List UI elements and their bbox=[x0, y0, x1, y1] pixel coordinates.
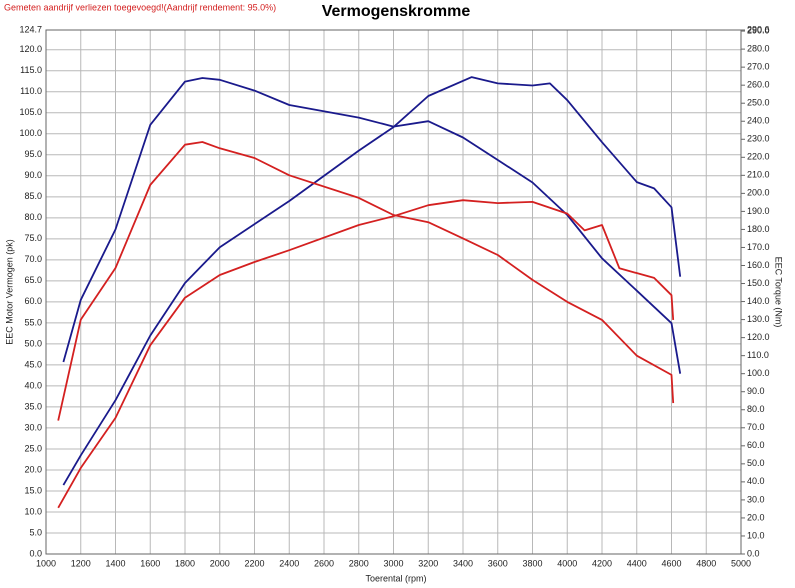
y-tick-label: 5.0 bbox=[29, 527, 42, 537]
y-axis-title: EEC Motor Vermogen (pk) bbox=[4, 239, 14, 345]
y-tick-label: 85.0 bbox=[24, 191, 42, 201]
x-tick-label: 4200 bbox=[592, 558, 612, 568]
y2-tick-label: 20.0 bbox=[747, 512, 765, 522]
y-tick-label: 10.0 bbox=[24, 506, 42, 516]
y-tick-label: 115.0 bbox=[20, 65, 42, 75]
y2-tick-label: 130.0 bbox=[747, 314, 770, 324]
x-tick-label: 3800 bbox=[522, 558, 542, 568]
y2-tick-label: 270.0 bbox=[747, 62, 770, 72]
y2-tick-label: 290.0 bbox=[747, 25, 770, 35]
y2-tick-label: 140.0 bbox=[747, 296, 770, 306]
y-tick-label: 110.0 bbox=[20, 86, 42, 96]
x-tick-label: 1000 bbox=[36, 558, 56, 568]
y2-tick-label: 240.0 bbox=[747, 116, 770, 126]
x-tick-label: 1400 bbox=[105, 558, 125, 568]
x-tick-label: 1800 bbox=[175, 558, 195, 568]
y-tick-label: 80.0 bbox=[24, 212, 42, 222]
y-tick-label: 120.0 bbox=[19, 44, 42, 54]
y-tick-label: 95.0 bbox=[24, 149, 42, 159]
y2-tick-label: 220.0 bbox=[747, 152, 770, 162]
y2-tick-label: 90.0 bbox=[747, 386, 765, 396]
y-tick-label: 20.0 bbox=[24, 464, 42, 474]
x-tick-label: 3200 bbox=[418, 558, 438, 568]
y-tick-label: 90.0 bbox=[24, 170, 42, 180]
y2-tick-label: 10.0 bbox=[747, 530, 765, 540]
y2-tick-label: 50.0 bbox=[747, 458, 765, 468]
x-tick-label: 2800 bbox=[349, 558, 369, 568]
y2-tick-label: 280.0 bbox=[747, 43, 770, 53]
y2-tick-label: 180.0 bbox=[747, 224, 770, 234]
x-tick-label: 2000 bbox=[210, 558, 230, 568]
x-tick-label: 1200 bbox=[71, 558, 91, 568]
y-tick-label: 124.7 bbox=[19, 24, 42, 34]
x-tick-label: 2600 bbox=[314, 558, 334, 568]
x-tick-label: 4400 bbox=[627, 558, 647, 568]
x-tick-label: 2400 bbox=[279, 558, 299, 568]
x-tick-label: 5000 bbox=[731, 558, 751, 568]
line-series bbox=[62, 76, 682, 486]
y-tick-label: 40.0 bbox=[24, 380, 42, 390]
y2-tick-label: 120.0 bbox=[747, 332, 770, 342]
y2-tick-label: 110.0 bbox=[747, 350, 769, 360]
y2-tick-label: 210.0 bbox=[747, 170, 770, 180]
x-tick-label: 1600 bbox=[140, 558, 160, 568]
plot-frame bbox=[45, 29, 742, 555]
y2-tick-label: 160.0 bbox=[747, 260, 770, 270]
y2-tick-label: 190.0 bbox=[747, 206, 770, 216]
x-tick-label: 4800 bbox=[696, 558, 716, 568]
y2-tick-label: 60.0 bbox=[747, 440, 765, 450]
x-tick-label: 4000 bbox=[557, 558, 577, 568]
y-tick-label: 105.0 bbox=[19, 107, 42, 117]
line-series bbox=[62, 77, 682, 374]
y2-tick-label: 80.0 bbox=[747, 404, 765, 414]
y2-tick-label: 200.0 bbox=[747, 188, 770, 198]
y-tick-label: 0.0 bbox=[29, 548, 42, 558]
y-tick-label: 50.0 bbox=[24, 338, 42, 348]
y-tick-label: 15.0 bbox=[24, 485, 42, 495]
y-tick-label: 70.0 bbox=[24, 254, 42, 264]
y-tick-label: 55.0 bbox=[24, 317, 42, 327]
y-tick-label: 100.0 bbox=[19, 128, 42, 138]
y2-tick-label: 230.0 bbox=[747, 134, 770, 144]
x-tick-label: 2200 bbox=[244, 558, 264, 568]
line-series bbox=[57, 141, 675, 421]
subtitle: Gemeten aandrijf verliezen toegevoegd!(A… bbox=[4, 2, 276, 12]
y2-tick-label: 40.0 bbox=[747, 476, 765, 486]
y-tick-label: 30.0 bbox=[24, 422, 42, 432]
y2-tick-label: 150.0 bbox=[747, 278, 770, 288]
y-tick-label: 45.0 bbox=[24, 359, 42, 369]
y-tick-label: 65.0 bbox=[24, 275, 42, 285]
line-series bbox=[57, 199, 675, 509]
y2-tick-label: 290.6 bbox=[747, 24, 770, 34]
y2-tick-label: 170.0 bbox=[747, 242, 770, 252]
y2-tick-label: 260.0 bbox=[747, 80, 770, 90]
y-tick-label: 35.0 bbox=[24, 401, 42, 411]
x-tick-label: 3400 bbox=[453, 558, 473, 568]
y-tick-label: 25.0 bbox=[24, 443, 42, 453]
y2-tick-label: 250.0 bbox=[747, 98, 770, 108]
x-tick-label: 3000 bbox=[383, 558, 403, 568]
y2-tick-label: 30.0 bbox=[747, 494, 765, 504]
x-tick-label: 4600 bbox=[661, 558, 681, 568]
chart-title: Vermogenskromme bbox=[322, 3, 471, 20]
y2-tick-label: 0.0 bbox=[747, 548, 760, 558]
y2-axis-title: EEC Torque (Nm) bbox=[774, 257, 784, 328]
y-tick-label: 75.0 bbox=[24, 233, 42, 243]
y-tick-label: 60.0 bbox=[24, 296, 42, 306]
x-axis-title: Toerental (rpm) bbox=[365, 573, 426, 583]
y2-tick-label: 100.0 bbox=[747, 368, 770, 378]
x-tick-label: 3600 bbox=[488, 558, 508, 568]
y2-tick-label: 70.0 bbox=[747, 422, 765, 432]
